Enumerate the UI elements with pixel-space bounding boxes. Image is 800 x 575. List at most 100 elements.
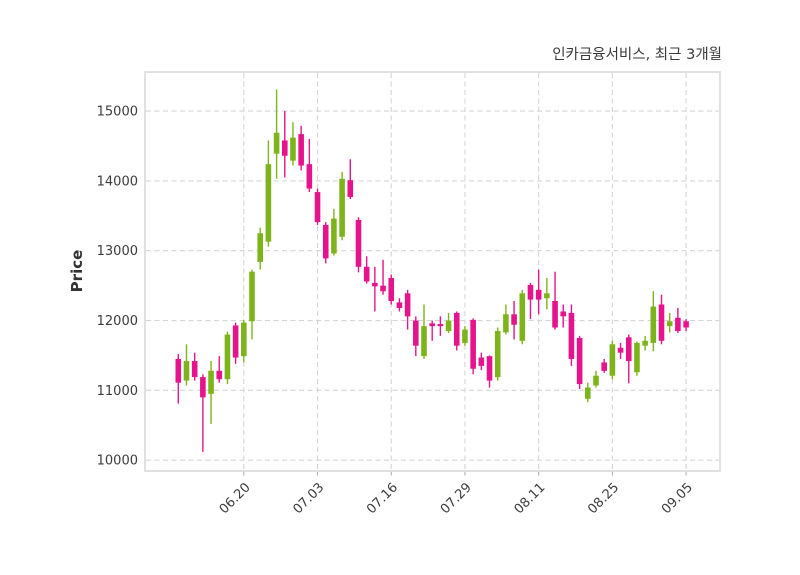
candle-body bbox=[560, 311, 567, 317]
candle-body bbox=[650, 306, 657, 343]
candle-body bbox=[625, 337, 632, 362]
candle-down bbox=[486, 355, 493, 388]
candle-body bbox=[511, 314, 517, 325]
candle-body bbox=[503, 314, 509, 333]
candle-up bbox=[183, 344, 190, 386]
candle-body bbox=[224, 334, 231, 380]
candle-down bbox=[314, 188, 321, 225]
plot-area bbox=[145, 72, 720, 471]
candle-body bbox=[314, 192, 321, 223]
candle-body bbox=[413, 320, 419, 346]
candle-up bbox=[544, 277, 550, 310]
candle-body bbox=[601, 362, 607, 371]
candle-body bbox=[535, 289, 542, 300]
y-tick-label: 11000 bbox=[97, 384, 138, 399]
candle-up bbox=[224, 331, 231, 385]
x-tick-label: 07.16 bbox=[364, 480, 401, 517]
y-tick-label: 15000 bbox=[97, 105, 138, 120]
candle-body bbox=[634, 342, 640, 373]
plot-border bbox=[144, 71, 721, 472]
candle-up bbox=[273, 89, 280, 179]
candle-body bbox=[372, 282, 378, 287]
candle-body bbox=[445, 320, 452, 332]
candle-up bbox=[445, 312, 452, 334]
candle-up bbox=[593, 370, 599, 388]
candle-down bbox=[527, 282, 534, 320]
candle-body bbox=[544, 293, 550, 299]
candle-body bbox=[576, 338, 583, 385]
candle-down bbox=[380, 259, 386, 295]
x-axis-ticks: 06.20 07.03 07.16 07.29 08.11 08.25 09.05 bbox=[217, 471, 696, 517]
candle-body bbox=[519, 293, 526, 341]
candle-up bbox=[241, 319, 247, 363]
candle-down bbox=[372, 266, 378, 312]
candle-down bbox=[347, 159, 354, 200]
x-tick-label: 07.29 bbox=[438, 480, 475, 517]
x-tick-label: 08.11 bbox=[512, 480, 549, 517]
candle-body bbox=[642, 340, 648, 346]
y-tick-label: 13000 bbox=[97, 244, 138, 259]
candle-down bbox=[306, 139, 313, 193]
candle-down bbox=[216, 356, 223, 383]
candle-up bbox=[634, 341, 640, 376]
candle-body bbox=[609, 344, 616, 376]
candle-down bbox=[322, 222, 329, 264]
candle-body bbox=[421, 326, 427, 357]
candle-down bbox=[470, 318, 476, 375]
candle-up bbox=[642, 335, 648, 351]
candle-body bbox=[322, 224, 329, 259]
candle-body bbox=[396, 302, 403, 308]
candle-body bbox=[388, 277, 395, 301]
candle-body bbox=[355, 220, 362, 267]
candle-down bbox=[200, 374, 206, 452]
candle-body bbox=[257, 233, 263, 262]
candle-body bbox=[216, 370, 223, 380]
candle-down bbox=[437, 316, 444, 336]
candle-body bbox=[273, 132, 280, 154]
x-tick-label: 06.20 bbox=[217, 480, 254, 517]
x-tick-label: 08.25 bbox=[585, 480, 622, 517]
candle-body bbox=[347, 180, 354, 197]
candle-body bbox=[470, 319, 476, 369]
candle-body bbox=[298, 134, 304, 166]
candle-body bbox=[281, 140, 288, 156]
candle-body bbox=[683, 321, 689, 328]
candle-up bbox=[290, 122, 296, 166]
candle-body bbox=[552, 300, 558, 328]
candle-down bbox=[675, 307, 681, 334]
candle-body bbox=[453, 312, 460, 346]
candle-down bbox=[511, 300, 517, 340]
candle-up bbox=[249, 269, 255, 340]
y-tick-label: 12000 bbox=[97, 314, 138, 329]
candle-body bbox=[232, 325, 239, 358]
y-axis-label: Price bbox=[68, 250, 86, 293]
candle-down bbox=[191, 352, 198, 381]
candle-body bbox=[249, 271, 255, 322]
candle-body bbox=[208, 370, 214, 394]
candle-up bbox=[462, 326, 468, 346]
candle-body bbox=[429, 323, 435, 327]
candles-layer bbox=[175, 89, 689, 452]
candle-down bbox=[552, 271, 558, 330]
candle-body bbox=[183, 361, 190, 381]
candle-up bbox=[331, 208, 337, 256]
candle-down bbox=[560, 304, 567, 328]
candle-down bbox=[683, 319, 689, 332]
candle-down bbox=[625, 334, 632, 384]
candle-body bbox=[568, 312, 575, 359]
candle-down bbox=[568, 304, 575, 366]
candle-body bbox=[437, 324, 444, 327]
candle-up bbox=[208, 361, 214, 424]
candle-body bbox=[527, 284, 534, 300]
candle-up bbox=[519, 289, 526, 345]
candle-down bbox=[355, 217, 362, 273]
candle-up bbox=[609, 340, 616, 380]
candle-up bbox=[666, 312, 673, 333]
candle-body bbox=[478, 357, 485, 366]
candle-down bbox=[453, 311, 460, 351]
candle-up bbox=[257, 227, 263, 270]
candle-up bbox=[494, 327, 501, 381]
candle-body bbox=[462, 329, 468, 343]
candle-down bbox=[404, 289, 411, 330]
